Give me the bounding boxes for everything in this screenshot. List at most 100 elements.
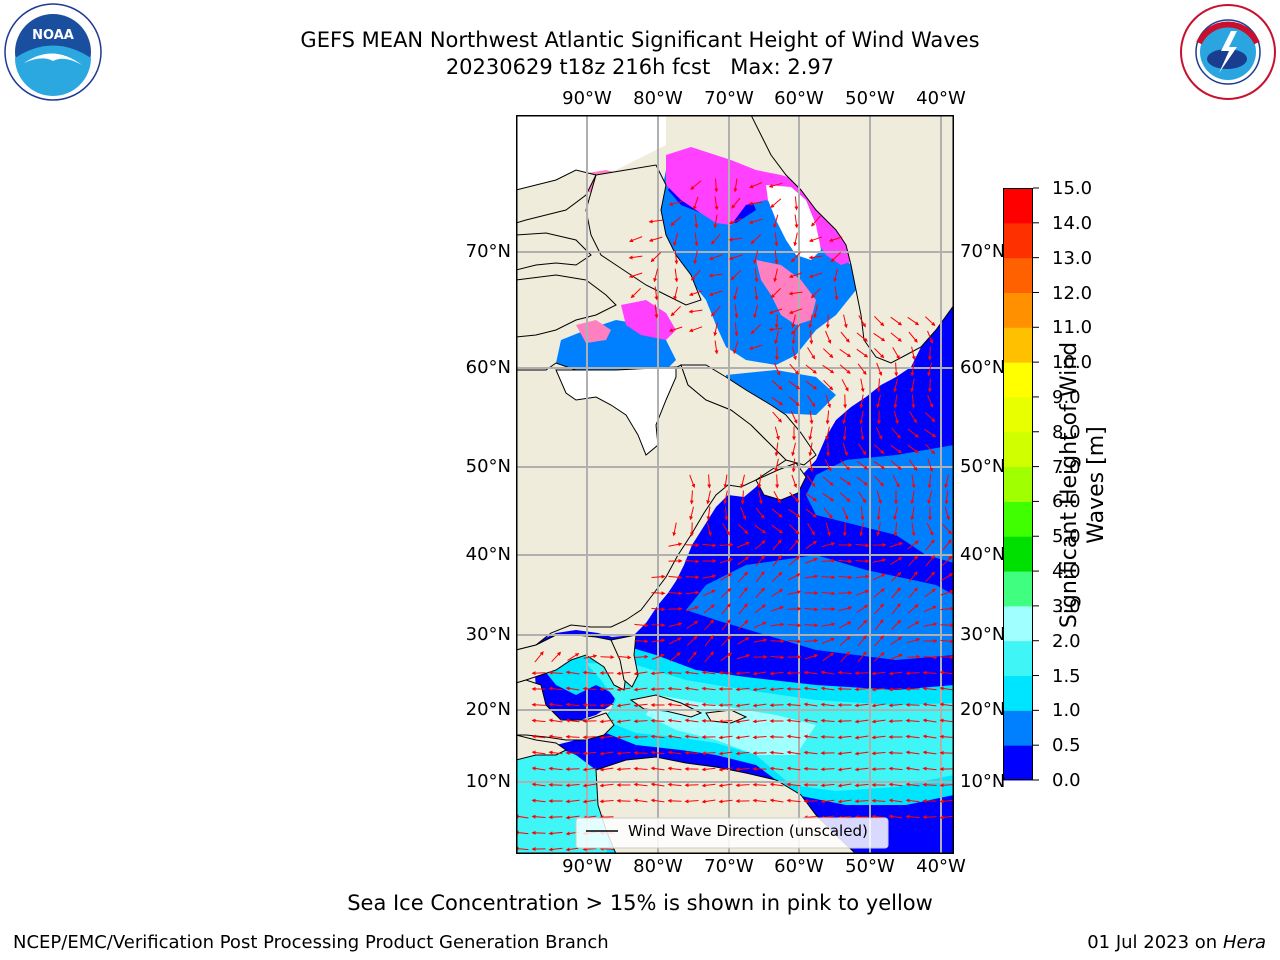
wave-direction-arrow	[772, 539, 782, 551]
wave-direction-arrow	[752, 719, 767, 724]
wave-direction-arrow	[774, 458, 779, 473]
wave-direction-arrow	[825, 330, 832, 344]
wave-direction-arrow	[820, 799, 835, 804]
wave-direction-arrow	[718, 719, 733, 724]
wave-direction-arrow	[939, 799, 954, 804]
wave-direction-arrow	[734, 304, 739, 319]
wave-direction-arrow	[674, 268, 679, 283]
wave-direction-arrow	[888, 671, 903, 676]
colorbar-segment	[1003, 396, 1033, 433]
wave-direction-arrow	[771, 524, 784, 534]
footer-date: 01 Jul 2023 on Hera	[1087, 932, 1266, 954]
wave-direction-arrow	[893, 506, 898, 521]
wave-direction-arrow	[872, 558, 887, 563]
wave-direction-arrow	[820, 767, 835, 772]
wave-direction-arrow	[888, 687, 903, 692]
colorbar-segment	[1003, 466, 1033, 502]
wave-direction-arrow	[892, 347, 900, 360]
wave-direction-arrow	[773, 214, 779, 229]
wave-direction-arrow	[737, 524, 749, 535]
wave-direction-arrow	[787, 606, 802, 611]
colorbar-segment	[1003, 362, 1033, 398]
lat-label-right: 40°N	[960, 544, 1006, 565]
lon-label-top: 70°W	[704, 88, 754, 109]
wave-direction-arrow	[907, 428, 919, 438]
wave-direction-arrow	[648, 219, 663, 224]
wave-direction-arrow	[548, 670, 563, 675]
wave-direction-arrow	[630, 288, 641, 299]
wave-direction-arrow	[650, 782, 665, 787]
colorbar-tick-label: 5.0	[1052, 526, 1081, 548]
wave-direction-arrow	[654, 304, 659, 319]
wave-direction-arrow	[771, 396, 784, 406]
colorbar-tick-label: 7.0	[1052, 456, 1081, 478]
wave-direction-arrow	[599, 735, 614, 740]
wave-direction-arrow	[771, 380, 783, 390]
wave-direction-arrow	[565, 686, 580, 691]
wave-direction-arrow	[786, 798, 801, 803]
wave-direction-arrow	[740, 474, 745, 489]
wave-direction-arrow	[582, 847, 597, 852]
wave-direction-arrow	[650, 718, 665, 723]
colorbar-tick-label: 2.0	[1052, 630, 1081, 652]
wave-direction-arrow	[633, 719, 648, 724]
wave-direction-arrow	[837, 686, 852, 691]
wave-direction-arrow	[820, 718, 835, 723]
wave-direction-arrow	[531, 766, 546, 771]
wave-direction-arrow	[924, 412, 936, 423]
wave-direction-arrow	[565, 847, 580, 852]
wave-direction-arrow	[823, 507, 833, 519]
land-central-america	[516, 734, 567, 761]
colorbar-tick-label: 0.5	[1052, 735, 1081, 757]
colorbar-segment	[1003, 327, 1033, 363]
wave-direction-arrow	[735, 687, 750, 692]
colorbar-label: Significant Height of Wind Waves [m]	[1056, 335, 1116, 635]
wave-direction-arrow	[718, 799, 733, 804]
wave-direction-arrow	[860, 426, 865, 441]
wave-direction-arrow	[794, 196, 799, 211]
wave-direction-arrow	[786, 718, 801, 723]
wave-direction-arrow	[684, 702, 699, 707]
wave-direction-arrow	[922, 750, 937, 755]
wave-direction-arrow	[927, 330, 934, 344]
lat-label-left: 40°N	[465, 544, 511, 565]
wave-direction-arrow	[735, 703, 750, 708]
colorbar-tick-label: 14.0	[1052, 212, 1093, 234]
wave-direction-arrow	[516, 846, 529, 851]
wave-direction-arrow	[804, 638, 819, 643]
wave-direction-arrow	[770, 622, 785, 627]
wave-direction-arrow	[769, 687, 784, 692]
wave-direction-arrow	[616, 735, 631, 740]
wave-direction-arrow	[789, 363, 799, 375]
wave-direction-arrow	[939, 734, 954, 739]
wave-direction-arrow	[857, 443, 867, 456]
wave-direction-arrow	[840, 651, 850, 663]
wave-direction-arrow	[874, 635, 884, 647]
wave-direction-arrow	[854, 783, 869, 788]
colorbar-tick-label: 3.0	[1052, 595, 1081, 617]
wave-direction-arrow	[908, 555, 919, 567]
wave-direction-arrow	[551, 651, 562, 663]
wave-direction-arrow	[750, 234, 762, 245]
map-panel: Wind Wave Direction (unscaled)	[516, 115, 954, 854]
wave-direction-arrow	[939, 702, 954, 707]
wave-direction-arrow	[668, 200, 683, 206]
wave-direction-arrow	[752, 782, 767, 787]
wave-direction-arrow	[891, 603, 901, 615]
wave-direction-arrow	[924, 428, 937, 438]
wave-direction-arrow	[803, 750, 818, 755]
wave-direction-arrow	[753, 304, 759, 319]
wave-direction-arrow	[789, 492, 800, 503]
wave-direction-arrow	[754, 540, 766, 550]
colorbar-segment	[1003, 188, 1033, 224]
wave-direction-arrow	[616, 719, 631, 724]
wave-direction-arrow	[876, 378, 881, 393]
wave-direction-arrow	[837, 799, 852, 804]
wave-direction-arrow	[888, 719, 903, 724]
wave-direction-arrow	[838, 590, 853, 595]
wave-direction-arrow	[599, 783, 614, 788]
wave-direction-arrow	[803, 734, 818, 739]
wave-direction-arrow	[839, 476, 852, 486]
wave-direction-arrow	[736, 654, 751, 660]
wave-direction-arrow	[651, 591, 666, 596]
